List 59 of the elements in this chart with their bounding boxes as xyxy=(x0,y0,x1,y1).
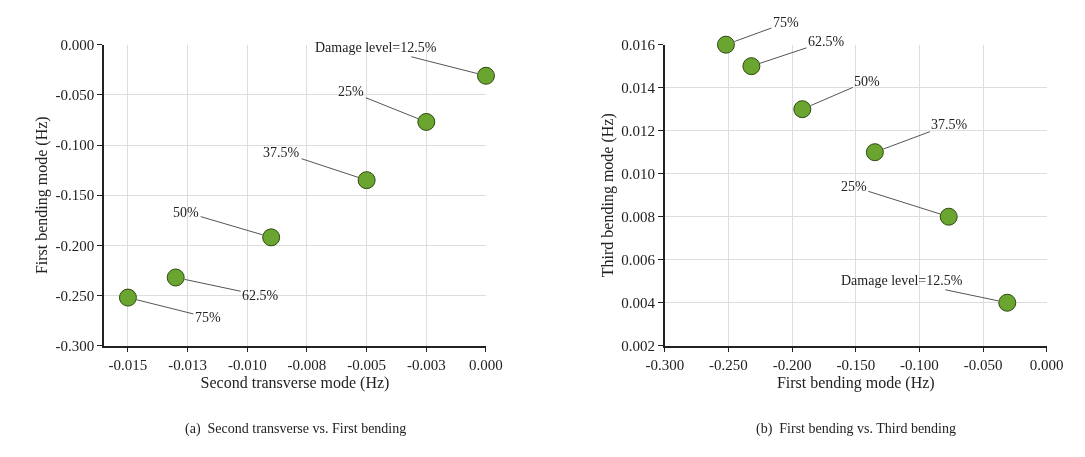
text: (a) Second transverse vs. First bending xyxy=(185,421,407,437)
x-axis-title: Second transverse mode (Hz) xyxy=(200,373,390,392)
x-tick-label: -0.250 xyxy=(709,357,748,374)
x-tick-label: -0.008 xyxy=(287,357,327,374)
x-tick-label: -0.050 xyxy=(963,357,1003,374)
annotation: 50% xyxy=(173,205,199,220)
annotation: 62.5% xyxy=(242,288,279,303)
y-tick-label: 0.010 xyxy=(621,165,656,182)
y-tick-label: -0.100 xyxy=(55,137,95,154)
text: (b) First bending vs. Third bending xyxy=(756,421,957,437)
point xyxy=(357,171,376,190)
point xyxy=(865,143,884,162)
point xyxy=(742,57,761,76)
point xyxy=(716,35,735,54)
x-tick-label: 0.000 xyxy=(1029,357,1064,374)
y-axis-title: Third bending mode (Hz) xyxy=(598,113,617,278)
annotation: 50% xyxy=(854,74,880,89)
y-tick-label: -0.300 xyxy=(55,338,95,354)
x-tick-label: -0.005 xyxy=(347,357,387,374)
x-tick-label: -0.010 xyxy=(227,357,267,374)
x-tick-label: -0.100 xyxy=(900,357,939,374)
annotation: 75% xyxy=(773,15,799,30)
annotation: 62.5% xyxy=(808,34,845,49)
y-tick-label: 0.006 xyxy=(621,251,656,268)
annotation: 25% xyxy=(338,84,364,99)
annotation: 37.5% xyxy=(263,145,300,160)
annotation: 37.5% xyxy=(931,117,968,132)
point xyxy=(262,228,281,247)
y-tick-label: -0.050 xyxy=(55,87,95,104)
x-tick-label: -0.015 xyxy=(108,357,148,374)
x-tick-label: -0.013 xyxy=(168,357,207,374)
y-tick-label: -0.200 xyxy=(55,237,95,254)
x-tick-label: -0.300 xyxy=(645,357,685,374)
y-tick-label: -0.150 xyxy=(55,187,95,204)
y-tick-label: 0.000 xyxy=(60,36,95,53)
point xyxy=(793,100,812,119)
point xyxy=(118,288,137,307)
x-tick-label: -0.150 xyxy=(836,357,876,374)
point xyxy=(417,112,436,131)
x-tick-label: -0.003 xyxy=(406,357,446,374)
point xyxy=(939,207,958,226)
point xyxy=(166,268,185,287)
annotation: Damage level=12.5% xyxy=(841,273,963,288)
x-tick-label: -0.200 xyxy=(772,357,812,374)
y-tick-label: 0.008 xyxy=(621,208,656,225)
point xyxy=(998,293,1017,312)
y-tick-label: 0.002 xyxy=(621,338,656,354)
y-tick-label: 0.014 xyxy=(621,79,656,96)
y-tick-label: 0.004 xyxy=(621,294,656,311)
annotation: 75% xyxy=(195,310,221,325)
annotation: Damage level=12.5% xyxy=(315,40,437,55)
point xyxy=(476,66,495,85)
x-tick-label: 0.000 xyxy=(469,357,503,374)
y-tick-label: -0.250 xyxy=(55,287,95,304)
x-axis-title: First bending mode (Hz) xyxy=(776,373,935,392)
annotation: 25% xyxy=(841,179,867,194)
y-tick-label: 0.016 xyxy=(621,36,656,53)
y-tick-label: 0.012 xyxy=(621,122,656,139)
y-axis-title: First bending mode (Hz) xyxy=(32,116,51,275)
